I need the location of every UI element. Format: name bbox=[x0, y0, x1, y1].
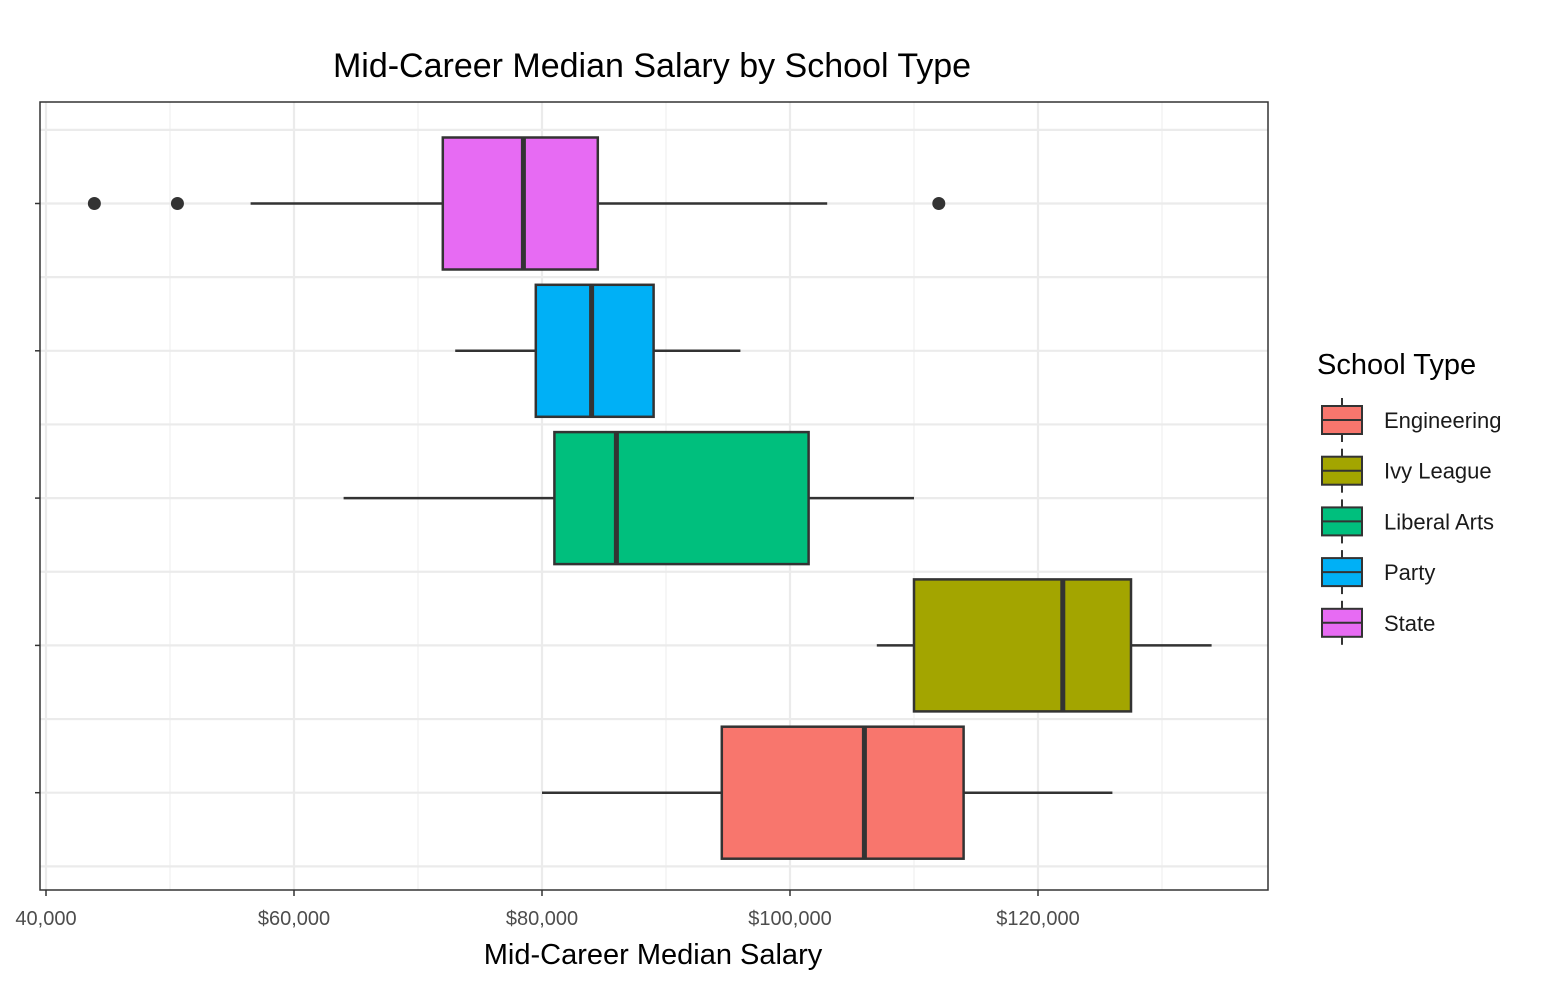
x-axis-title: Mid-Career Median Salary bbox=[484, 939, 823, 971]
legend-label: Liberal Arts bbox=[1384, 509, 1494, 534]
legend: School Type Engineering Ivy League Liberal… bbox=[1317, 349, 1501, 645]
legend-item-liberal-arts: Liberal Arts bbox=[1321, 499, 1494, 544]
box-liberal-arts bbox=[343, 430, 914, 566]
x-tick-label: 40,000 bbox=[15, 908, 76, 930]
outlier-point-state bbox=[87, 197, 101, 210]
box-ivy-league bbox=[876, 578, 1212, 713]
iqr-box-party bbox=[534, 283, 655, 419]
outlier-point-state bbox=[932, 197, 946, 210]
x-tick-label: $60,000 bbox=[258, 908, 330, 930]
legend-item-party: Party bbox=[1321, 550, 1435, 595]
legend-item-engineering: Engineering bbox=[1321, 398, 1501, 442]
outlier-point-state bbox=[170, 197, 184, 210]
box-party bbox=[455, 283, 741, 419]
x-axis-ticks: 40,000 $60,000 $80,000 $100,000 $120,000 bbox=[15, 890, 1080, 930]
legend-title: School Type bbox=[1317, 349, 1476, 381]
legend-label: Engineering bbox=[1384, 408, 1501, 433]
iqr-box-state bbox=[441, 136, 600, 271]
box-state bbox=[87, 136, 946, 271]
legend-item-state: State bbox=[1321, 600, 1435, 645]
chart-title: Mid-Career Median Salary by School Type bbox=[333, 47, 971, 85]
x-tick-label: $100,000 bbox=[748, 908, 831, 930]
x-tick-label: $120,000 bbox=[996, 908, 1079, 930]
iqr-box-engineering bbox=[720, 725, 965, 860]
legend-label: Ivy League bbox=[1384, 459, 1492, 484]
x-tick-label: $80,000 bbox=[506, 908, 578, 930]
legend-label: State bbox=[1384, 611, 1435, 636]
box-engineering bbox=[542, 725, 1113, 860]
iqr-box-liberal-arts bbox=[553, 430, 810, 566]
legend-item-ivy-league: Ivy League bbox=[1321, 448, 1492, 493]
plot-panel bbox=[35, 101, 1269, 891]
panel-border bbox=[39, 101, 1269, 891]
iqr-box-ivy-league bbox=[912, 578, 1133, 713]
legend-label: Party bbox=[1384, 560, 1435, 585]
